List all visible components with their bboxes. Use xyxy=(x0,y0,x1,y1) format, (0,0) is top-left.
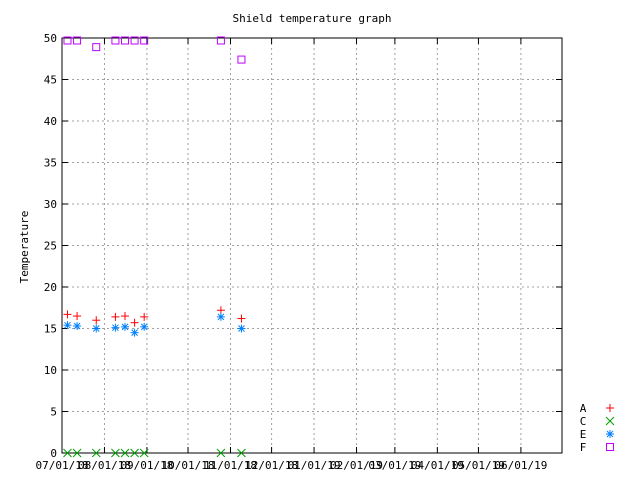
y-tick-label: 40 xyxy=(44,115,57,128)
x-tick-label: 05/01/19 xyxy=(452,459,505,472)
point-e xyxy=(92,324,101,333)
point-a xyxy=(237,314,246,323)
legend-marker-a xyxy=(606,404,614,412)
point-c xyxy=(237,448,246,458)
point-c xyxy=(72,448,82,458)
point-f xyxy=(216,36,225,45)
point-a xyxy=(111,312,120,321)
x-tick-label: 10/01/18 xyxy=(162,459,215,472)
point-c xyxy=(91,448,101,458)
x-tick-label: 07/01/18 xyxy=(36,459,89,472)
point-f xyxy=(73,36,82,45)
point-e xyxy=(140,322,149,331)
y-tick-label: 5 xyxy=(50,406,57,419)
y-tick-label: 15 xyxy=(44,323,57,336)
legend-marker-e xyxy=(606,430,614,438)
x-tick-label: 03/01/19 xyxy=(368,459,421,472)
point-c xyxy=(130,448,139,458)
y-tick-label: 50 xyxy=(44,32,57,45)
point-a xyxy=(92,316,101,325)
legend-label: E xyxy=(580,428,587,441)
x-tick-label: 09/01/18 xyxy=(120,459,173,472)
point-e xyxy=(111,323,120,332)
x-tick-label: 11/01/18 xyxy=(204,459,257,472)
legend-label: F xyxy=(580,441,587,454)
grid xyxy=(62,38,562,453)
legend-label: C xyxy=(580,415,587,428)
legend-marker-f xyxy=(606,443,614,451)
y-tick-label: 35 xyxy=(44,157,57,170)
y-tick-label: 30 xyxy=(44,198,57,211)
point-e xyxy=(237,324,246,333)
point-a xyxy=(130,318,139,327)
point-a xyxy=(140,312,149,321)
point-f xyxy=(63,36,72,45)
y-axis-label: Temperature xyxy=(18,211,31,284)
point-f xyxy=(111,36,120,45)
axes: 0 5 10 15 20 25 30 35 40 45 50 07/01/1808/01/1809/0… xyxy=(36,32,563,472)
plot-frame xyxy=(61,37,563,454)
legend-marker-c xyxy=(605,416,615,426)
point-e xyxy=(73,322,82,331)
point-a xyxy=(121,312,130,321)
point-c xyxy=(216,448,226,458)
point-c xyxy=(139,448,149,458)
legend-label: A xyxy=(580,402,587,415)
point-f xyxy=(92,43,101,52)
x-tick-label: 01/01/19 xyxy=(288,459,341,472)
x-tick-label: 02/01/19 xyxy=(330,459,383,472)
point-a xyxy=(73,312,82,321)
point-f xyxy=(121,36,130,45)
x-tick-label: 04/01/19 xyxy=(411,459,464,472)
point-f xyxy=(140,36,149,45)
y-tick-label: 20 xyxy=(44,281,57,294)
chart-title: Shield temperature graph xyxy=(233,12,392,25)
y-tick-label: 0 xyxy=(50,447,57,460)
point-a xyxy=(63,310,72,319)
point-c xyxy=(63,448,72,458)
point-f xyxy=(130,36,139,45)
x-tick-label: 08/01/18 xyxy=(78,459,131,472)
point-e xyxy=(216,312,225,321)
y-tick-label: 25 xyxy=(44,240,57,253)
point-f xyxy=(237,55,246,64)
point-e xyxy=(121,322,130,331)
y-tick-label: 10 xyxy=(44,364,57,377)
point-e xyxy=(63,321,72,330)
point-c xyxy=(111,448,120,458)
point-e xyxy=(130,328,139,337)
x-tick-label: 12/01/18 xyxy=(245,459,298,472)
point-c xyxy=(120,448,130,458)
y-tick-label: 45 xyxy=(44,74,57,87)
data-points xyxy=(63,36,246,458)
x-tick-label: 06/01/19 xyxy=(494,459,547,472)
